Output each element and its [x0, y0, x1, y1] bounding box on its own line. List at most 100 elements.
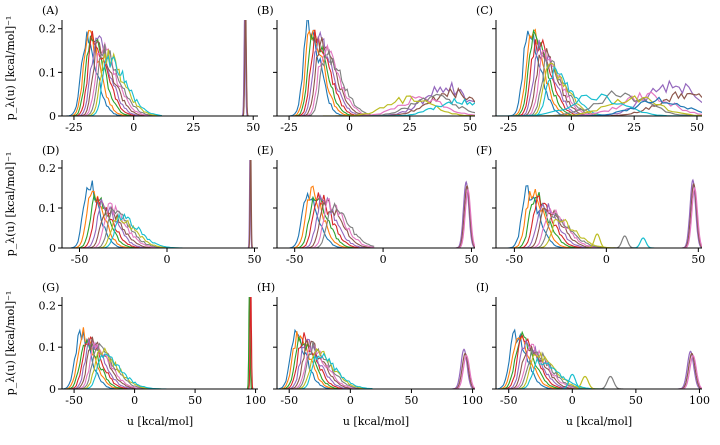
- series-line-lower-4: [496, 195, 616, 248]
- series-line-upper-2: [679, 352, 702, 389]
- series-line-lower-10: [496, 65, 607, 116]
- x-tick-label: -50: [280, 394, 298, 407]
- x-tick-label: -25: [500, 121, 518, 134]
- x-tick-label: 25: [403, 121, 417, 134]
- series-line-lower-10: [277, 352, 373, 389]
- series-group: [277, 20, 475, 116]
- series-line-lower-3: [62, 35, 162, 116]
- x-tick-label: -50: [65, 394, 83, 407]
- x-tick-label: 50: [691, 253, 705, 266]
- series-group: [277, 180, 475, 248]
- series-line-lower-5: [62, 337, 168, 389]
- x-axis-label: u [kcal/mol]: [343, 415, 409, 428]
- series-line-lower-10: [62, 212, 185, 248]
- panel-label: (C): [476, 4, 493, 17]
- series-line-lower-6: [496, 345, 607, 389]
- x-tick-label: 0: [347, 394, 354, 407]
- x-tick-label: 25: [186, 121, 200, 134]
- series-line-upper-1: [455, 180, 475, 248]
- panel-F: (F) -50 0 50: [476, 144, 705, 266]
- panel-label: (I): [476, 281, 489, 294]
- series-line-upper-1: [359, 80, 475, 116]
- x-tick-label: 0: [346, 121, 353, 134]
- panel-label: (H): [257, 281, 275, 294]
- panel-label: (B): [257, 4, 274, 17]
- series-line-lower-8: [277, 202, 375, 248]
- x-tick-label: -50: [500, 394, 518, 407]
- series-group: [62, 160, 254, 248]
- x-axis-label: u [kcal/mol]: [127, 415, 193, 428]
- series-line-lower-2: [62, 29, 162, 116]
- y-tick-label: 0: [49, 242, 56, 255]
- series-line-upper-3: [457, 188, 475, 248]
- y-axis-label: p_λ(u) [kcal/mol]⁻¹: [4, 291, 17, 396]
- series-line-lower-9: [62, 215, 185, 248]
- y-tick-label: 0.2: [39, 23, 57, 36]
- panel-G: (G) -50 0 50 100 0 0.1 0.2 p_λ(u) [kcal/mol]⁻¹ u …: [4, 281, 266, 428]
- panel-C: (C) -25 0 25 50: [476, 4, 704, 134]
- y-tick-label: 0.2: [39, 299, 57, 312]
- series-line-upper-4: [597, 375, 624, 389]
- x-tick-label: 50: [690, 121, 704, 134]
- series-line-upper-1: [241, 20, 249, 116]
- x-tick-label: -25: [280, 121, 298, 134]
- y-axis-label: p_λ(u) [kcal/mol]⁻¹: [4, 16, 17, 121]
- panel-I: (I) -50 0 50 100 u [kcal/mol]: [476, 281, 710, 428]
- series-line-lower-1: [277, 328, 373, 389]
- series-line-lower-3: [277, 30, 371, 116]
- x-axis-label: u [kcal/mol]: [566, 415, 632, 428]
- y-tick-label: 0.1: [39, 202, 57, 215]
- series-line-lower-3: [277, 336, 373, 389]
- series-line-lower-5: [62, 198, 185, 248]
- series-line-upper-6: [632, 237, 655, 248]
- panel-E: (E) -50 0 50: [257, 144, 478, 266]
- series-line-upper-2: [242, 20, 249, 116]
- x-tick-label: 100: [462, 394, 483, 407]
- series-group: [496, 178, 702, 248]
- series-line-upper-1: [451, 348, 475, 389]
- series-line-upper-1: [246, 297, 253, 389]
- series-line-lower-8: [496, 58, 607, 116]
- series-group: [62, 297, 254, 389]
- y-tick-label: 0.2: [39, 162, 57, 175]
- series-line-lower-1: [277, 20, 371, 116]
- x-tick-label: 0: [568, 121, 575, 134]
- x-tick-label: 50: [248, 253, 262, 266]
- series-group: [496, 328, 702, 389]
- series-line-lower-9: [496, 218, 616, 248]
- series-line-upper-1: [681, 178, 702, 248]
- y-tick-label: 0: [49, 110, 56, 123]
- series-line-lower-5: [277, 30, 371, 116]
- series-line-upper-2: [456, 184, 475, 248]
- series-line-upper-2: [682, 182, 702, 248]
- series-line-lower-10: [62, 54, 162, 116]
- panel-H: (H) -50 0 50 100 u [kcal/mol]: [257, 281, 483, 428]
- x-tick-label: -50: [506, 253, 524, 266]
- series-line-lower-3: [496, 330, 607, 389]
- x-tick-label: 100: [245, 394, 266, 407]
- x-tick-label: 50: [246, 121, 260, 134]
- series-line-lower-6: [62, 204, 185, 248]
- series-line-lower-8: [277, 341, 373, 389]
- series-line-lower-7: [277, 43, 371, 116]
- y-axis-label: p_λ(u) [kcal/mol]⁻¹: [4, 152, 17, 257]
- series-line-lower-6: [496, 48, 607, 116]
- x-tick-label: 0: [603, 253, 610, 266]
- x-tick-label: 0: [380, 253, 387, 266]
- x-tick-label: 0: [569, 394, 576, 407]
- series-line-upper-4: [613, 235, 636, 248]
- series-line-lower-1: [496, 30, 607, 116]
- x-tick-label: 25: [627, 121, 641, 134]
- x-tick-label: 50: [404, 394, 418, 407]
- series-line-lower-8: [62, 43, 162, 116]
- x-tick-label: 0: [130, 121, 137, 134]
- series-line-lower-2: [62, 327, 168, 389]
- series-line-upper-3: [680, 355, 702, 389]
- series-line-lower-1: [62, 31, 162, 116]
- series-line-lower-2: [496, 188, 616, 248]
- series-line-lower-2: [62, 190, 185, 248]
- series-line-lower-4: [62, 30, 162, 116]
- series-line-lower-1: [277, 191, 375, 248]
- series-line-upper-2: [248, 160, 254, 248]
